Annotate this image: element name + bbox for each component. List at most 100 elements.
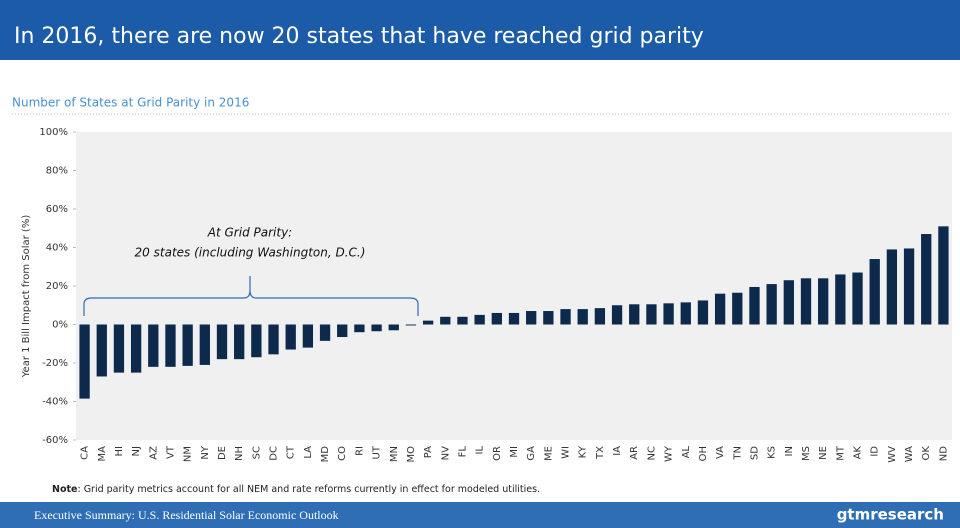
header-bar — [0, 0, 960, 60]
y-tick-label: 60% — [46, 204, 68, 215]
bar — [543, 311, 554, 325]
x-tick-label: NH — [234, 446, 245, 461]
x-tick-label: MI — [509, 446, 520, 458]
x-tick-label: SD — [749, 446, 760, 460]
x-tick-label: VT — [165, 445, 176, 459]
x-tick-label: IN — [784, 446, 795, 456]
bar — [113, 324, 125, 373]
bar — [732, 292, 743, 325]
note-label: Note — [52, 484, 77, 495]
bar — [818, 278, 829, 325]
y-axis-label: Year 1 Bill Impact from Solar (%) — [21, 215, 32, 379]
bar — [302, 324, 314, 348]
bar — [491, 312, 502, 325]
x-tick-label: OR — [492, 446, 503, 461]
y-tick-label: 100% — [39, 127, 68, 138]
x-tick-label: MS — [801, 446, 812, 461]
bar — [337, 324, 348, 338]
bar — [422, 320, 434, 325]
bar — [388, 324, 399, 331]
annotation: At Grid Parity: — [207, 226, 292, 240]
bar — [629, 304, 640, 325]
bar — [440, 316, 451, 325]
y-tick-label: 40% — [46, 243, 68, 254]
bar — [96, 324, 107, 377]
bar — [234, 324, 245, 360]
bar — [405, 324, 417, 326]
bar — [903, 248, 915, 325]
y-tick-label: -40% — [42, 397, 68, 408]
bar — [663, 303, 674, 325]
y-tick-label: 80% — [46, 166, 68, 177]
x-tick-label: OH — [698, 446, 709, 461]
note-text: : Grid parity metrics account for all NE… — [77, 484, 540, 495]
x-tick-label: NC — [646, 446, 657, 460]
x-tick-label: MO — [406, 446, 417, 463]
x-tick-label: WY — [664, 445, 675, 462]
x-tick-label: ND — [938, 446, 949, 461]
bar — [577, 309, 588, 325]
x-tick-label: RI — [354, 446, 365, 456]
x-tick-label: KY — [578, 445, 589, 458]
x-tick-label: FL — [457, 446, 468, 458]
bar — [508, 312, 520, 325]
x-tick-label: AL — [681, 446, 692, 459]
bar — [474, 314, 485, 325]
x-tick-label: TN — [732, 446, 743, 461]
x-tick-label: UT — [372, 445, 383, 459]
x-tick-label: NE — [818, 446, 829, 460]
x-tick-label: AR — [629, 446, 640, 460]
footer-bar — [0, 502, 960, 528]
x-tick-label: NV — [440, 446, 451, 460]
bar — [560, 309, 571, 325]
footer-text: Executive Summary: U.S. Residential Sola… — [34, 508, 339, 522]
bar — [182, 324, 193, 366]
x-tick-label: HI — [114, 446, 125, 456]
note: Note: Grid parity metrics account for al… — [52, 484, 540, 495]
bar — [886, 249, 898, 325]
x-tick-label: WA — [904, 446, 915, 462]
bar — [869, 259, 880, 325]
brace — [83, 276, 419, 316]
bar — [783, 280, 794, 325]
x-tick-label: VA — [715, 446, 726, 459]
annotation: 20 states (including Washington, D.C.) — [135, 246, 366, 260]
x-tick-label: MN — [389, 446, 400, 462]
bar — [165, 324, 176, 367]
bar — [714, 293, 726, 325]
x-tick-label: WI — [561, 446, 572, 459]
x-tick-label: LA — [303, 446, 314, 459]
bar — [457, 316, 468, 325]
x-tick-label: CT — [286, 445, 297, 459]
bar — [285, 324, 296, 350]
x-tick-label: IA — [612, 446, 623, 456]
x-tick-label: CO — [337, 446, 348, 461]
x-tick-label: MD — [320, 446, 331, 463]
chart-title: Number of States at Grid Parity in 2016 — [12, 96, 249, 110]
bar — [646, 304, 657, 325]
y-tick-label: 20% — [46, 281, 68, 292]
x-tick-label: IL — [475, 446, 486, 455]
bar — [268, 324, 279, 355]
bar — [749, 286, 760, 325]
slide-title: In 2016, there are now 20 states that ha… — [14, 24, 704, 49]
x-tick-label: NJ — [131, 446, 142, 456]
x-tick-label: OK — [921, 446, 932, 461]
bar — [251, 324, 262, 358]
bar — [835, 274, 846, 325]
bar — [800, 278, 812, 325]
bar — [319, 324, 331, 341]
x-tick-label: MA — [97, 446, 108, 462]
x-tick-label: DE — [217, 446, 228, 460]
bar — [354, 324, 365, 333]
x-tick-label: TX — [595, 446, 606, 460]
x-tick-label: KS — [767, 446, 778, 459]
bar — [921, 234, 932, 325]
x-tick-label: WV — [887, 446, 898, 463]
y-tick-label: -60% — [42, 435, 68, 446]
bar — [766, 284, 777, 325]
x-tick-label: AZ — [148, 446, 159, 460]
x-tick-label: ID — [870, 446, 881, 457]
x-tick-label: AK — [853, 446, 864, 460]
